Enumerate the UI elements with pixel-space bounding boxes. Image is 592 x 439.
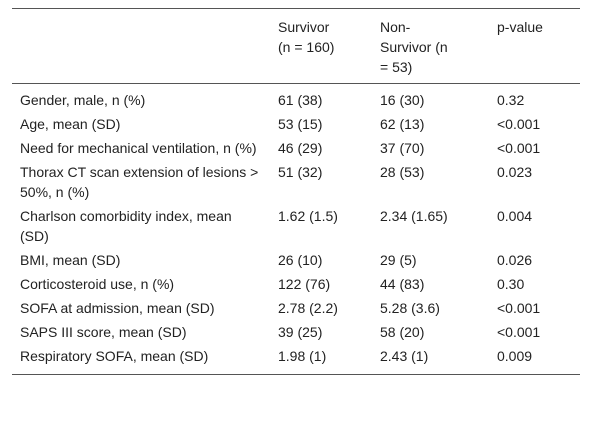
table-cell: 46 (29) <box>278 140 323 156</box>
row-label: Respiratory SOFA, mean (SD) <box>20 348 209 364</box>
table-cell: 1.98 (1) <box>278 348 327 364</box>
table-row: SAPS III score, mean (SD) 39 (25) 58 (20) <… <box>12 320 580 344</box>
table-row: Gender, male, n (%) 61 (38) 16 (30) 0.32 <box>12 84 580 113</box>
table-cell: 0.32 <box>497 92 525 108</box>
table-cell: 2.34 (1.65) <box>380 208 448 224</box>
table-row: BMI, mean (SD) 26 (10) 29 (5) 0.026 <box>12 248 580 272</box>
table-cell: 0.004 <box>497 208 533 224</box>
table-row: SOFA at admission, mean (SD) 2.78 (2.2) 5.… <box>12 296 580 320</box>
table-cell: 26 (10) <box>278 252 323 268</box>
table-cell: 5.28 (3.6) <box>380 300 440 316</box>
row-label: Corticosteroid use, n (%) <box>20 276 175 292</box>
header-cell: p-value <box>497 19 543 35</box>
table-header: Survivor (n = 160) Non-Survivor (n = 53) p… <box>12 8 580 84</box>
row-label: Age, mean (SD) <box>20 116 121 132</box>
table-cell: 0.026 <box>497 252 533 268</box>
table-cell: 0.30 <box>497 276 525 292</box>
table-cell: 28 (53) <box>380 164 425 180</box>
header-cell: Survivor (n = 160) <box>278 19 335 55</box>
table-cell: 0.009 <box>497 348 533 364</box>
table-cell: 0.023 <box>497 164 533 180</box>
table-body: Gender, male, n (%) 61 (38) 16 (30) 0.32 Age… <box>12 84 580 375</box>
row-label: Thorax CT scan extension of lesions > 50… <box>20 164 259 200</box>
table-cell: 44 (83) <box>380 276 425 292</box>
table-cell: 2.78 (2.2) <box>278 300 338 316</box>
table-cell: <0.001 <box>497 300 541 316</box>
table-row: Thorax CT scan extension of lesions > 50… <box>12 160 580 204</box>
row-label: Need for mechanical ventilation, n (%) <box>20 140 257 156</box>
row-label: SOFA at admission, mean (SD) <box>20 300 215 316</box>
table-cell: 51 (32) <box>278 164 323 180</box>
table-cell: 1.62 (1.5) <box>278 208 338 224</box>
table-cell: 53 (15) <box>278 116 323 132</box>
header-cell: Non-Survivor (n = 53) <box>380 19 448 75</box>
table-cell: 29 (5) <box>380 252 417 268</box>
row-label: Gender, male, n (%) <box>20 92 146 108</box>
table-cell: 37 (70) <box>380 140 425 156</box>
table-cell: 39 (25) <box>278 324 323 340</box>
table-cell: <0.001 <box>497 140 541 156</box>
table-cell: 2.43 (1) <box>380 348 429 364</box>
table-cell: 61 (38) <box>278 92 323 108</box>
table-cell: <0.001 <box>497 324 541 340</box>
row-label: SAPS III score, mean (SD) <box>20 324 187 340</box>
table-cell: 16 (30) <box>380 92 425 108</box>
row-label: BMI, mean (SD) <box>20 252 121 268</box>
table-row: Respiratory SOFA, mean (SD) 1.98 (1) 2.43 … <box>12 344 580 375</box>
table-cell: 62 (13) <box>380 116 425 132</box>
data-table: Survivor (n = 160) Non-Survivor (n = 53) p… <box>12 8 580 375</box>
header-row: Survivor (n = 160) Non-Survivor (n = 53) p… <box>12 8 580 84</box>
table-row: Corticosteroid use, n (%) 122 (76) 44 (83)… <box>12 272 580 296</box>
table-row: Age, mean (SD) 53 (15) 62 (13) <0.001 <box>12 112 580 136</box>
table-row: Charlson comorbidity index, mean (SD) 1.6… <box>12 204 580 248</box>
header-cell <box>12 9 270 84</box>
table-cell: 122 (76) <box>278 276 331 292</box>
table-cell: <0.001 <box>497 116 541 132</box>
row-label: Charlson comorbidity index, mean (SD) <box>20 208 232 244</box>
table-cell: 58 (20) <box>380 324 425 340</box>
table-row: Need for mechanical ventilation, n (%) 46… <box>12 136 580 160</box>
